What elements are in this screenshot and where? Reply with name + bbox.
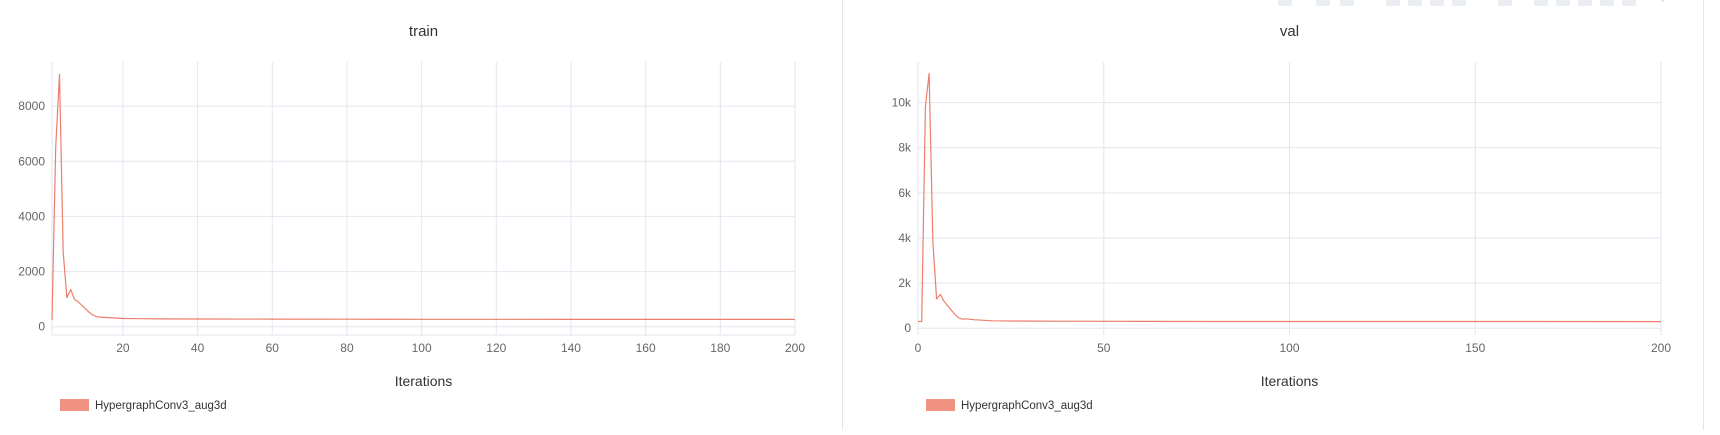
x-tick-label: 100 <box>1279 341 1299 355</box>
x-tick-label: 150 <box>1465 341 1485 355</box>
chart-title: train <box>409 23 438 40</box>
zoom-in-icon[interactable] <box>1386 0 1400 6</box>
panel-divider <box>842 0 843 430</box>
table-icon[interactable] <box>1600 0 1614 6</box>
x-tick-label: 200 <box>785 341 805 355</box>
pan-icon[interactable] <box>1340 0 1354 6</box>
autoscale-icon[interactable] <box>1430 0 1444 6</box>
x-axis-label: Iterations <box>1261 373 1319 389</box>
series-line[interactable] <box>918 72 1662 323</box>
legend-label: HypergraphConv3_aug3d <box>95 400 227 412</box>
series-line[interactable] <box>51 73 795 320</box>
x-tick-label: 80 <box>340 341 354 355</box>
x-tick-label: 120 <box>486 341 506 355</box>
train-chart-panel: train 20 40 60 80 100 120 140 160 180 200 0 2000 4000… <box>0 0 842 430</box>
download-icon[interactable] <box>1622 0 1636 6</box>
closest-icon[interactable] <box>1578 0 1592 6</box>
y-tick-label: 4000 <box>18 209 45 223</box>
zoom-icon[interactable] <box>1316 0 1330 6</box>
y-tick-label: 2k <box>898 276 912 290</box>
modebar <box>1262 0 1702 14</box>
x-tick-label: 50 <box>1097 341 1111 355</box>
x-tick-label: 180 <box>710 341 730 355</box>
legend-swatch <box>60 399 89 411</box>
camera-icon[interactable] <box>1278 0 1292 6</box>
right-border <box>1703 0 1704 430</box>
y-tick-label: 8000 <box>18 99 45 113</box>
y-tick-label: 8k <box>898 141 912 155</box>
val-chart-panel: val 0 50 100 150 200 0 2k 4k 6k 8k 10k Iterations Hyp… <box>843 0 1703 430</box>
y-tick-label: 2000 <box>18 265 45 279</box>
zoom-out-icon[interactable] <box>1408 0 1422 6</box>
x-tick-label: 160 <box>636 341 656 355</box>
x-tick-label: 20 <box>116 341 130 355</box>
y-tick-label: 6000 <box>18 154 45 168</box>
legend-swatch <box>926 399 955 411</box>
x-tick-label: 100 <box>412 341 432 355</box>
y-tick-label: 4k <box>898 231 912 245</box>
legend-label: HypergraphConv3_aug3d <box>961 400 1093 412</box>
x-tick-label: 140 <box>561 341 581 355</box>
home-icon[interactable] <box>1452 0 1466 6</box>
x-tick-label: 60 <box>266 341 280 355</box>
spike-lines-icon[interactable] <box>1534 0 1548 6</box>
legend-item[interactable]: HypergraphConv3_aug3d <box>926 399 1093 412</box>
y-tick-label: 6k <box>898 186 912 200</box>
x-tick-label: 40 <box>191 341 205 355</box>
y-tick-label: 0 <box>904 321 911 335</box>
x-tick-label: 200 <box>1651 341 1671 355</box>
val-chart[interactable]: val 0 50 100 150 200 0 2k 4k 6k 8k 10k Iterations Hyp… <box>843 0 1703 430</box>
chart-title: val <box>1280 23 1299 40</box>
more-icon[interactable] <box>1498 0 1512 6</box>
legend-item[interactable]: HypergraphConv3_aug3d <box>60 399 227 412</box>
y-tick-label: 10k <box>892 96 912 110</box>
compare-icon[interactable] <box>1556 0 1570 6</box>
x-axis-label: Iterations <box>395 373 453 389</box>
x-tick-label: 0 <box>915 341 922 355</box>
y-tick-label: 0 <box>38 320 45 334</box>
